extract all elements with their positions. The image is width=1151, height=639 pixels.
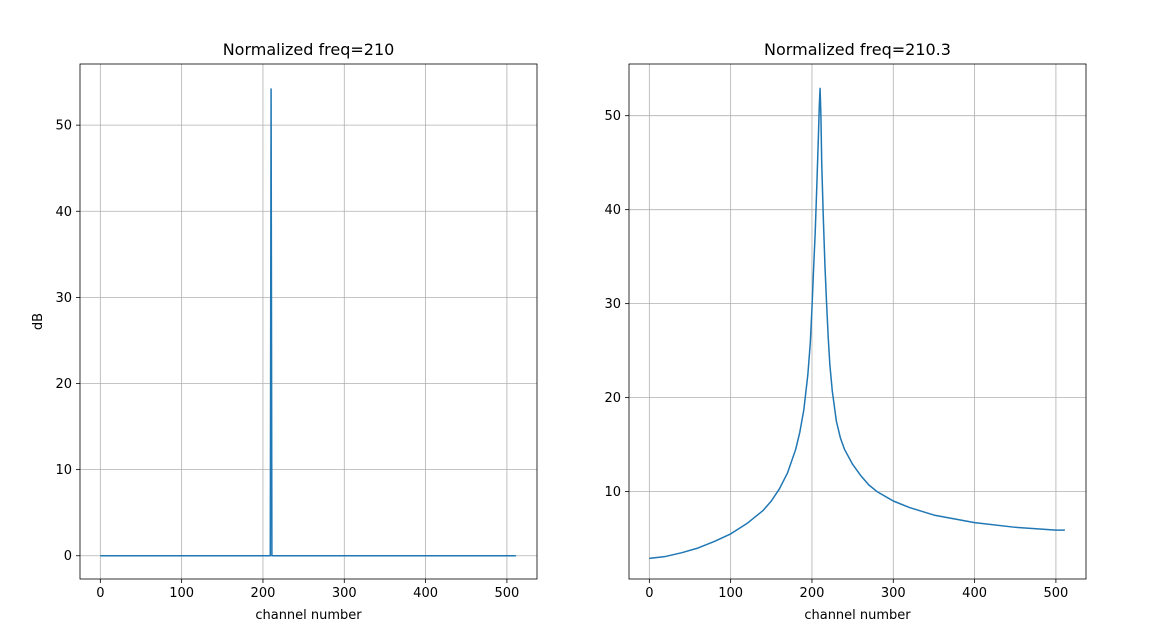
right-y-tick-label: 20 xyxy=(604,391,621,406)
left-y-tick-label: 50 xyxy=(55,119,72,134)
left-y-tick-label: 30 xyxy=(55,291,72,306)
right-y-tick-label: 10 xyxy=(604,485,621,500)
right-x-tick-label: 0 xyxy=(645,586,653,601)
left-y-tick-label: 0 xyxy=(64,549,72,564)
right-chart-title: Normalized freq=210.3 xyxy=(764,40,951,59)
right-y-tick-label: 40 xyxy=(604,203,621,218)
left-x-axis-label: channel number xyxy=(255,608,362,623)
right-x-tick-label: 500 xyxy=(1043,586,1068,601)
right-plot-frame xyxy=(628,63,1087,580)
left-x-tick-label: 100 xyxy=(169,586,194,601)
left-y-tick-label: 40 xyxy=(55,205,72,220)
right-x-tick-label: 100 xyxy=(718,586,743,601)
left-y-axis-label: dB xyxy=(31,313,46,330)
left-y-tick-label: 10 xyxy=(55,463,72,478)
right-series-line xyxy=(649,87,1065,560)
right-y-tick-label: 30 xyxy=(604,297,621,312)
chart-left: 0 100 200 300 400 500 0 10 20 30 40 50 Normalized fr… xyxy=(31,40,538,623)
left-x-tick-label: 300 xyxy=(332,586,357,601)
left-x-tick-label: 400 xyxy=(413,586,438,601)
chart-right: 0 100 200 300 400 500 10 20 30 40 50 Normalized fre… xyxy=(604,40,1087,623)
left-plot-frame xyxy=(79,63,538,580)
right-y-tick-label: 50 xyxy=(604,109,621,124)
right-x-tick-label: 300 xyxy=(881,586,906,601)
right-x-tick-label: 200 xyxy=(800,586,825,601)
left-chart-title: Normalized freq=210 xyxy=(223,40,395,59)
left-x-tick-label: 0 xyxy=(96,586,104,601)
right-x-tick-label: 400 xyxy=(962,586,987,601)
right-x-axis-label: channel number xyxy=(804,608,911,623)
left-x-tick-label: 500 xyxy=(494,586,519,601)
left-x-tick-label: 200 xyxy=(251,586,276,601)
left-y-tick-label: 20 xyxy=(55,377,72,392)
left-series-line xyxy=(100,88,516,557)
